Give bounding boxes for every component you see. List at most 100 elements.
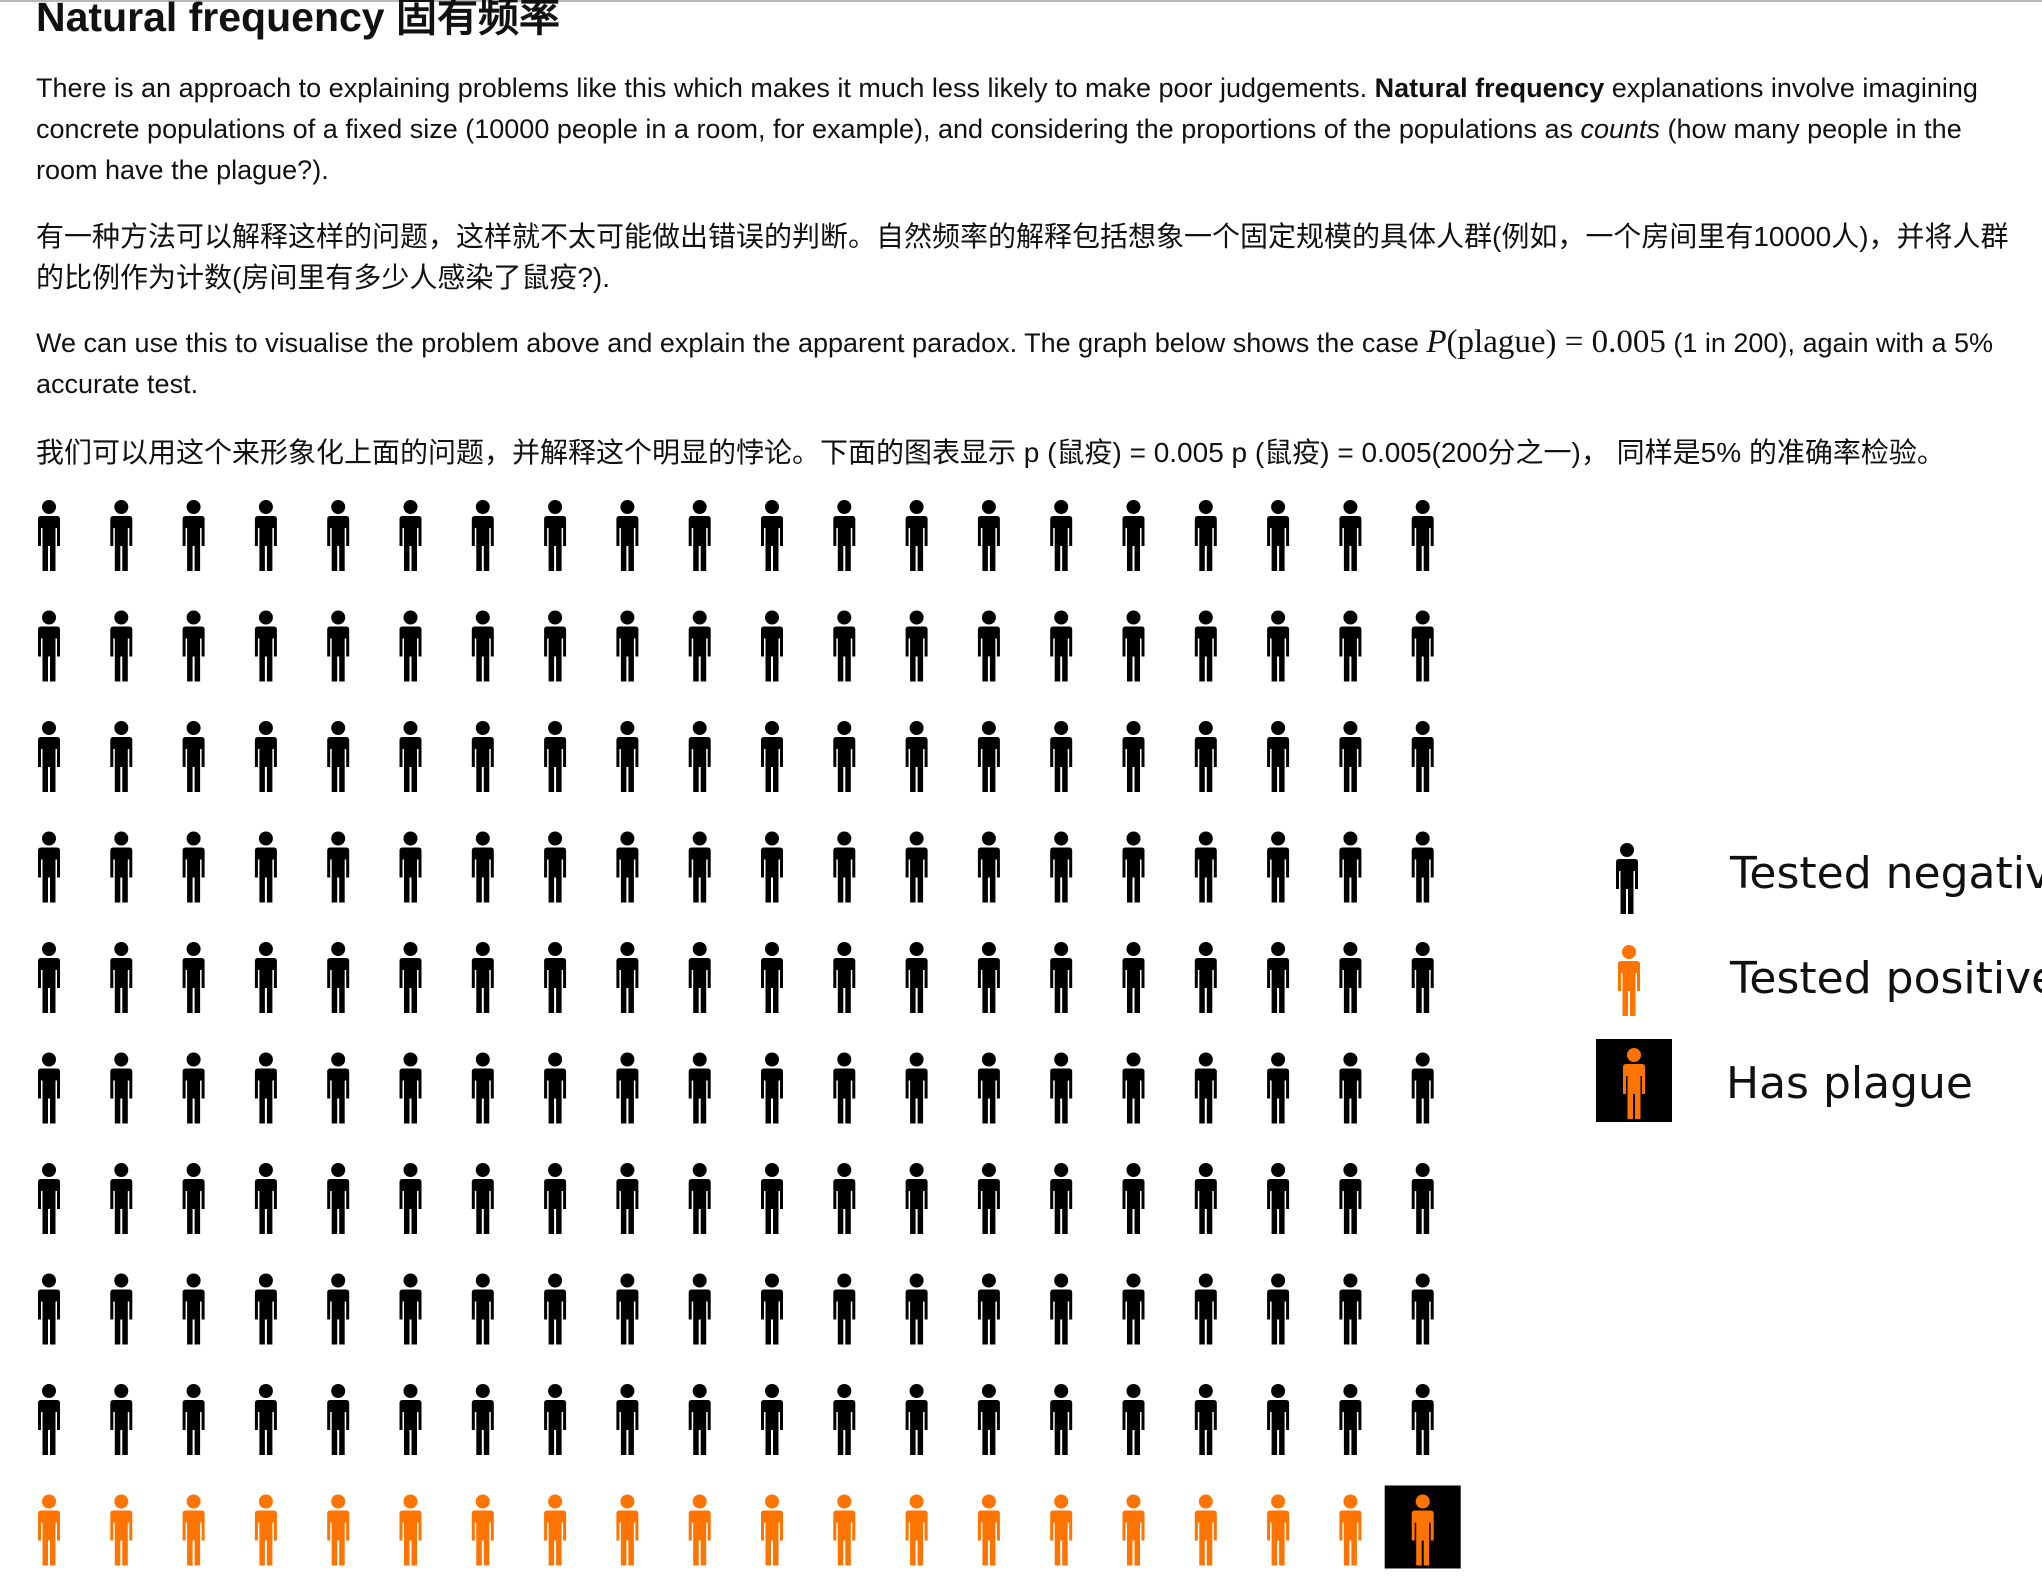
person-tested-negative-icon xyxy=(254,610,277,682)
person-tested-negative-icon xyxy=(761,721,783,792)
person-tested-negative-icon xyxy=(110,610,133,682)
person-tested-negative-icon xyxy=(1267,500,1290,571)
person-tested-negative-icon xyxy=(977,1273,1000,1345)
section-title: Natural frequency 固有频率 xyxy=(36,0,560,40)
person-tested-negative-icon xyxy=(1122,1052,1145,1124)
person-tested-negative-icon xyxy=(471,1163,494,1234)
legend-person-negative-icon xyxy=(1616,843,1638,914)
person-tested-negative-icon xyxy=(616,1384,639,1455)
person-tested-negative-icon xyxy=(833,500,856,571)
person-tested-negative-icon xyxy=(761,831,783,903)
paragraph-english-1: There is an approach to explaining probl… xyxy=(36,68,2026,191)
person-tested-negative-icon xyxy=(1122,721,1145,792)
person-tested-negative-icon xyxy=(616,500,639,571)
person-tested-negative-icon xyxy=(1267,1163,1290,1234)
person-tested-positive-icon xyxy=(1050,1494,1073,1566)
person-tested-negative-icon xyxy=(254,1163,277,1234)
person-tested-negative-icon xyxy=(110,1052,133,1124)
person-tested-negative-icon xyxy=(1194,500,1217,571)
person-tested-positive-icon xyxy=(1122,1494,1145,1566)
person-tested-negative-icon xyxy=(1122,1163,1145,1234)
legend-label-tested-negative: Tested negative xyxy=(1729,848,2042,899)
legend-icon-has-plague xyxy=(1596,1039,1672,1122)
person-tested-negative-icon xyxy=(977,942,1000,1013)
person-tested-negative-icon xyxy=(399,1052,422,1124)
person-tested-negative-icon xyxy=(977,1052,1000,1124)
person-tested-negative-icon xyxy=(688,500,711,571)
person-tested-negative-icon xyxy=(38,500,60,571)
person-tested-negative-icon xyxy=(1194,1273,1217,1345)
person-tested-negative-icon xyxy=(471,831,494,903)
person-tested-negative-icon xyxy=(616,721,639,792)
person-tested-negative-icon xyxy=(38,1273,60,1345)
person-tested-negative-icon xyxy=(977,721,1000,792)
person-tested-positive-icon xyxy=(327,1494,350,1566)
person-tested-negative-icon xyxy=(1122,500,1145,571)
person-tested-positive-icon xyxy=(471,1494,494,1566)
person-tested-positive-icon xyxy=(399,1494,422,1566)
legend-person-plague-icon xyxy=(1623,1048,1645,1119)
person-tested-negative-icon xyxy=(110,1163,133,1234)
person-tested-negative-icon xyxy=(544,831,567,903)
person-tested-negative-icon xyxy=(688,1052,711,1124)
person-tested-negative-icon xyxy=(38,942,60,1013)
person-tested-negative-icon xyxy=(254,500,277,571)
person-tested-negative-icon xyxy=(182,942,205,1013)
person-tested-negative-icon xyxy=(544,500,567,571)
paragraph-chinese-1: 有一种方法可以解释这样的问题，这样就不太可能做出错误的判断。自然频率的解释包括想… xyxy=(36,221,2009,293)
person-tested-negative-icon xyxy=(399,1384,422,1455)
person-tested-negative-icon xyxy=(905,1163,928,1234)
person-tested-negative-icon xyxy=(1194,721,1217,792)
person-tested-negative-icon xyxy=(544,721,567,792)
person-tested-negative-icon xyxy=(327,1384,350,1455)
person-tested-positive-icon xyxy=(1267,1494,1290,1566)
person-tested-negative-icon xyxy=(833,610,856,682)
person-tested-negative-icon xyxy=(1411,610,1434,682)
person-tested-negative-icon xyxy=(616,942,639,1013)
person-tested-negative-icon xyxy=(38,721,60,792)
person-tested-negative-icon xyxy=(1050,1052,1073,1124)
person-tested-negative-icon xyxy=(471,610,494,682)
person-tested-negative-icon xyxy=(1339,610,1362,682)
person-tested-negative-icon xyxy=(1194,831,1217,903)
person-tested-negative-icon xyxy=(761,1384,783,1455)
person-tested-negative-icon xyxy=(182,1052,205,1124)
person-tested-negative-icon xyxy=(544,1052,567,1124)
person-tested-positive-icon xyxy=(110,1494,133,1566)
person-tested-negative-icon xyxy=(110,942,133,1013)
probability-formula: P(plague) = 0.005 xyxy=(1426,324,1666,360)
person-tested-negative-icon xyxy=(905,1273,928,1345)
person-tested-negative-icon xyxy=(544,1163,567,1234)
person-tested-negative-icon xyxy=(399,831,422,903)
person-tested-negative-icon xyxy=(38,1384,60,1455)
person-tested-positive-icon xyxy=(688,1494,711,1566)
person-tested-negative-icon xyxy=(1194,1384,1217,1455)
person-tested-negative-icon xyxy=(1050,721,1073,792)
person-tested-negative-icon xyxy=(1411,721,1434,792)
person-tested-negative-icon xyxy=(688,610,711,682)
person-tested-negative-icon xyxy=(905,1052,928,1124)
para1-text-c: (how many people in the room have the pl… xyxy=(36,114,1962,185)
person-tested-negative-icon xyxy=(688,831,711,903)
person-tested-negative-icon xyxy=(761,500,783,571)
person-tested-negative-icon xyxy=(977,831,1000,903)
person-tested-negative-icon xyxy=(1411,1052,1434,1124)
person-tested-negative-icon xyxy=(254,1052,277,1124)
legend-icon-tested-negative xyxy=(1616,843,1638,914)
person-tested-negative-icon xyxy=(1267,1384,1290,1455)
person-tested-negative-icon xyxy=(399,1273,422,1345)
person-tested-negative-icon xyxy=(688,721,711,792)
person-tested-negative-icon xyxy=(182,610,205,682)
person-tested-negative-icon xyxy=(327,1273,350,1345)
person-tested-negative-icon xyxy=(761,610,783,682)
person-tested-negative-icon xyxy=(471,1052,494,1124)
person-tested-negative-icon xyxy=(1339,1052,1362,1124)
person-tested-positive-icon xyxy=(1194,1494,1217,1566)
person-tested-negative-icon xyxy=(1050,1163,1073,1234)
para1-text-b: explanations involve imagining concrete … xyxy=(36,73,1978,144)
person-tested-negative-icon xyxy=(327,721,350,792)
person-tested-negative-icon xyxy=(1339,1273,1362,1345)
person-tested-negative-icon xyxy=(38,831,60,903)
person-tested-positive-icon xyxy=(761,1494,783,1566)
plague-highlight-box xyxy=(1384,1485,1461,1569)
